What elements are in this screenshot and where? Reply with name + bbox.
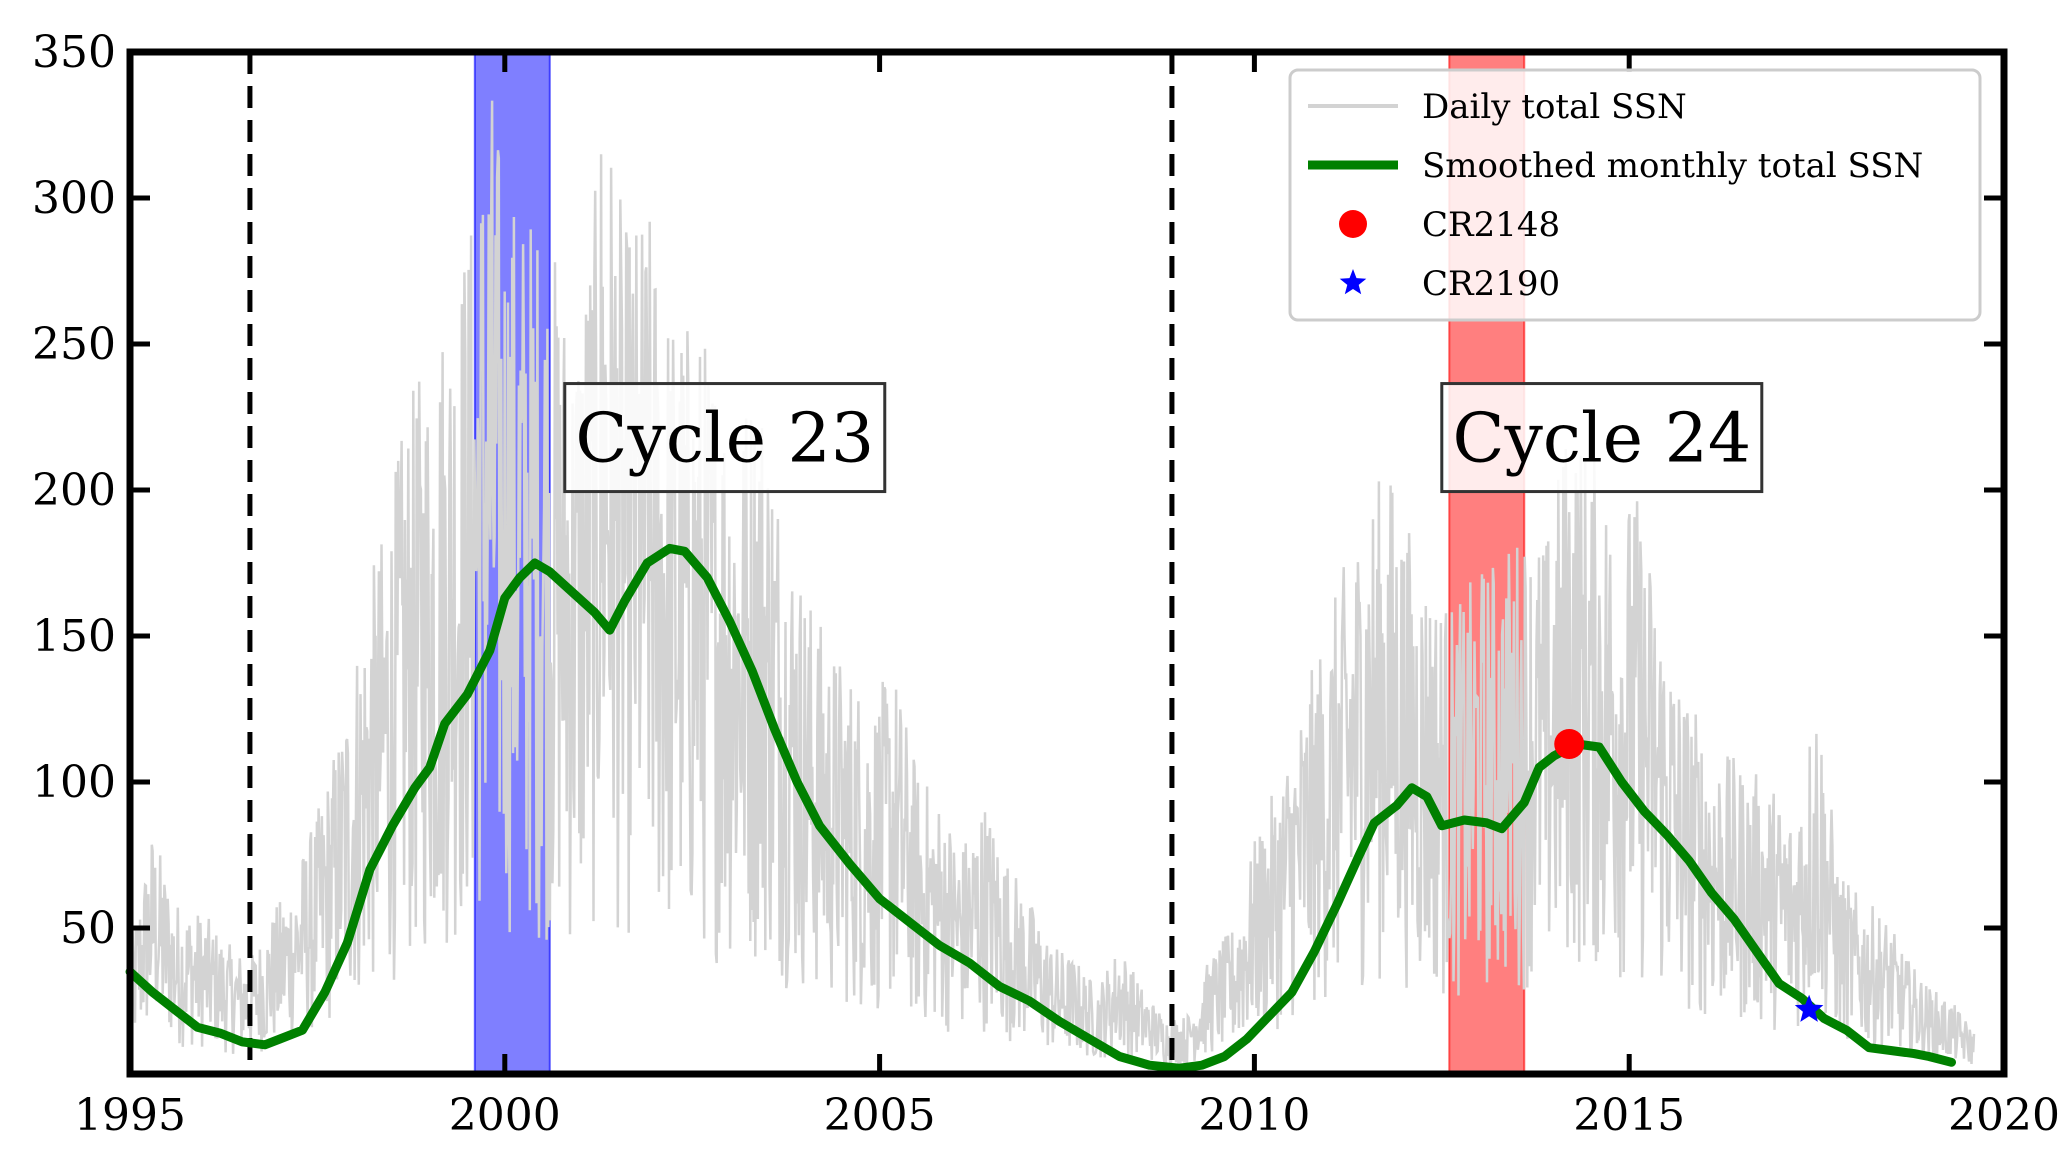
x-tick-label: 2015 <box>1573 1090 1685 1141</box>
x-tick-label: 2005 <box>824 1090 936 1141</box>
plot-frame <box>126 48 2008 1078</box>
y-tick-label: 350 <box>32 27 116 78</box>
legend-label: CR2190 <box>1422 264 1560 304</box>
cr2148-marker <box>1554 729 1585 760</box>
cycle-label-box <box>563 382 887 494</box>
y-tick-label: 100 <box>32 757 116 808</box>
legend-swatch <box>1339 269 1367 295</box>
daily-ssn-series <box>128 100 1976 1067</box>
cycle-label-text: Cycle 24 <box>1452 400 1751 479</box>
y-tick-label: 150 <box>32 611 116 662</box>
x-tick-label: 2000 <box>449 1090 561 1141</box>
legend-item: CR2148 <box>1339 205 1560 245</box>
smoothed-ssn-series <box>125 543 1956 1073</box>
cycle-label-box <box>1440 382 1764 494</box>
cycle-annotations: Cycle 23 Cycle 24 <box>563 382 1764 494</box>
x-tick-label: 2010 <box>1198 1090 1310 1141</box>
legend-item: Daily total SSN <box>1308 87 1687 127</box>
daily-ssn-line <box>128 100 1976 1067</box>
legend-label: CR2148 <box>1422 205 1560 245</box>
cycle-boundary-lines <box>247 52 1175 1074</box>
y-tick-label: 50 <box>60 903 116 954</box>
y-tick-label: 300 <box>32 173 116 224</box>
x-tick-label: 1995 <box>74 1090 186 1141</box>
legend: Daily total SSN Smoothed monthly total SS… <box>1288 68 1982 322</box>
legend-label: Daily total SSN <box>1422 87 1687 127</box>
smoothed-ssn-line <box>125 543 1956 1073</box>
legend-box <box>1288 68 1982 322</box>
legend-item: Smoothed monthly total SSN <box>1308 146 1923 186</box>
legend-swatch <box>1339 210 1367 238</box>
cycle-23-label: Cycle 23 <box>563 382 887 494</box>
legend-item: CR2190 <box>1339 264 1560 304</box>
legend-label: Smoothed monthly total SSN <box>1422 146 1923 186</box>
cr2190-marker <box>1794 994 1824 1022</box>
event-markers <box>1554 729 1824 1022</box>
y-tick-label: 200 <box>32 465 116 516</box>
x-tick-label: 2020 <box>1948 1090 2060 1141</box>
cycle-label-text: Cycle 23 <box>575 400 874 479</box>
cycle-24-label: Cycle 24 <box>1440 382 1764 494</box>
y-tick-label: 250 <box>32 319 116 370</box>
tick-labels: 1995 2000 2005 2010 2015 2020 50 100 150 200 250 30… <box>32 27 2060 1141</box>
